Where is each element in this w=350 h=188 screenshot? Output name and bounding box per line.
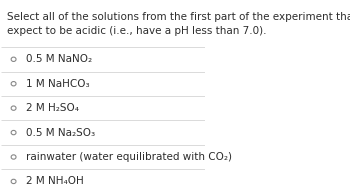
Text: 0.5 M NaNO₂: 0.5 M NaNO₂ (26, 54, 92, 64)
Text: 2 M NH₄OH: 2 M NH₄OH (26, 176, 84, 186)
Text: 2 M H₂SO₄: 2 M H₂SO₄ (26, 103, 79, 113)
Text: rainwater (water equilibrated with CO₂): rainwater (water equilibrated with CO₂) (26, 152, 232, 162)
Text: Select all of the solutions from the first part of the experiment that you would: Select all of the solutions from the fir… (7, 12, 350, 22)
Text: 1 M NaHCO₃: 1 M NaHCO₃ (26, 79, 89, 89)
Text: 0.5 M Na₂SO₃: 0.5 M Na₂SO₃ (26, 128, 95, 138)
Text: expect to be acidic (i.e., have a pH less than 7.0).: expect to be acidic (i.e., have a pH les… (7, 26, 267, 36)
